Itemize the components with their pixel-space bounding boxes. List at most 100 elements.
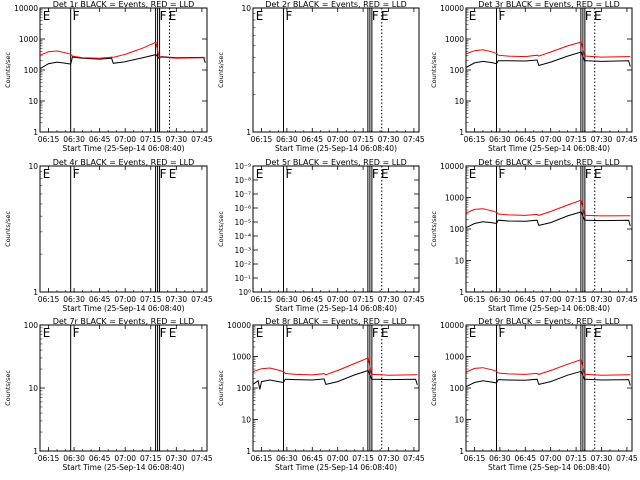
series-line-red: [465, 358, 631, 376]
marker-label-f: F: [73, 167, 80, 181]
y-tick-label: 10: [454, 97, 464, 106]
y-tick-label: 1000: [445, 353, 464, 362]
marker-label-f: F: [73, 326, 80, 340]
marker-label-f: F: [285, 9, 292, 23]
marker-label-e: E: [43, 9, 51, 23]
marker-label-e: E: [256, 9, 264, 23]
plot-frame: [39, 324, 208, 452]
x-tick-label: 06:30: [489, 295, 511, 304]
x-tick-label: 06:15: [38, 295, 60, 304]
x-tick-label: 06:30: [276, 135, 298, 144]
x-tick-label: 06:15: [464, 454, 486, 463]
marker-label-f: F: [372, 167, 379, 181]
marker-label-f: F: [160, 9, 167, 23]
series-line-black: [465, 211, 631, 229]
plot-frame: [252, 165, 420, 293]
y-tick-label: 10000: [440, 321, 464, 330]
series-line-black: [465, 370, 631, 388]
x-tick-label: 06:45: [89, 135, 111, 144]
y-axis-label: Counts/sec: [430, 370, 438, 406]
marker-label-e: E: [381, 9, 389, 23]
y-tick-label: 1000: [232, 353, 251, 362]
x-tick-label: 06:15: [38, 454, 60, 463]
marker-label-f: F: [585, 167, 592, 181]
series-line-black: [252, 369, 418, 390]
y-tick-label: 1: [459, 128, 464, 137]
series-line-red: [252, 357, 418, 376]
y-axis-label: Counts/sec: [217, 211, 225, 247]
marker-label-e: E: [594, 167, 602, 181]
marker-label-f: F: [372, 9, 379, 23]
x-tick-label: 06:15: [251, 454, 273, 463]
y-tick-label: 100: [24, 321, 39, 330]
x-tick-label: 07:30: [591, 135, 613, 144]
y-axis-label: Counts/sec: [217, 52, 225, 88]
y-axis-label: Counts/sec: [430, 52, 438, 88]
chart-title: Det 2r BLACK = Events, RED = LLD: [265, 0, 407, 9]
y-tick-label: 10: [454, 257, 464, 266]
x-tick-label: 07:15: [140, 295, 162, 304]
y-tick-label: 10⁻¹: [234, 274, 251, 283]
x-tick-label: 06:30: [276, 454, 298, 463]
x-tick-label: 07:00: [540, 295, 562, 304]
x-axis-label: Start Time (25-Sep-14 06:08:40): [63, 304, 185, 313]
y-tick-label: 1000: [19, 35, 38, 44]
y-tick-label: 10⁻⁷: [234, 190, 251, 199]
y-tick-label: 10000: [440, 4, 464, 13]
marker-label-f: F: [285, 167, 292, 181]
x-tick-label: 06:45: [301, 135, 323, 144]
y-tick-label: 10: [28, 384, 38, 393]
y-tick-label: 1: [459, 447, 464, 456]
x-tick-label: 06:15: [38, 135, 60, 144]
x-tick-label: 07:00: [327, 295, 349, 304]
y-tick-label: 1000: [445, 194, 464, 203]
marker-label-f: F: [585, 9, 592, 23]
chart-title: Det 4r BLACK = Events, RED = LLD: [53, 158, 195, 167]
x-tick-label: 07:45: [191, 454, 213, 463]
y-tick-label: 100: [237, 384, 252, 393]
x-axis-label: Start Time (25-Sep-14 06:08:40): [275, 144, 397, 153]
chart-title: Det 1r BLACK = Events, RED = LLD: [53, 0, 195, 9]
marker-label-e: E: [256, 326, 264, 340]
x-tick-label: 07:00: [114, 135, 136, 144]
x-tick-label: 06:45: [89, 295, 111, 304]
x-tick-label: 07:30: [166, 454, 188, 463]
plot-frame: [252, 7, 420, 133]
x-tick-label: 06:45: [514, 454, 536, 463]
marker-label-e: E: [169, 9, 177, 23]
x-tick-label: 07:15: [140, 135, 162, 144]
y-tick-label: 100: [450, 384, 465, 393]
plot-frame: [39, 7, 208, 133]
x-tick-label: 07:15: [352, 135, 374, 144]
series-line-red: [465, 199, 631, 217]
x-tick-label: 07:30: [378, 454, 400, 463]
x-tick-label: 06:45: [301, 295, 323, 304]
y-tick-label: 1: [246, 128, 251, 137]
y-tick-label: 10000: [227, 321, 251, 330]
y-tick-label: 10: [241, 416, 251, 425]
x-tick-label: 07:45: [403, 454, 425, 463]
chart-title: Det 3r BLACK = Events, RED = LLD: [478, 0, 620, 9]
marker-label-f: F: [372, 326, 379, 340]
y-tick-label: 10⁰: [238, 288, 251, 297]
x-tick-label: 07:15: [565, 454, 587, 463]
x-axis-label: Start Time (25-Sep-14 06:08:40): [275, 463, 397, 472]
x-tick-label: 07:15: [140, 454, 162, 463]
marker-label-f: F: [498, 326, 505, 340]
x-axis-label: Start Time (25-Sep-14 06:08:40): [63, 463, 185, 472]
y-tick-label: 10000: [14, 4, 38, 13]
y-tick-label: 1: [33, 447, 38, 456]
marker-label-e: E: [381, 326, 389, 340]
series-line-red: [465, 41, 631, 58]
x-tick-label: 06:45: [301, 454, 323, 463]
x-tick-label: 07:30: [166, 135, 188, 144]
x-tick-label: 07:45: [616, 295, 638, 304]
marker-label-f: F: [585, 326, 592, 340]
marker-label-e: E: [43, 326, 51, 340]
y-tick-label: 10⁻⁴: [234, 232, 251, 241]
marker-label-e: E: [469, 167, 477, 181]
x-axis-label: Start Time (25-Sep-14 06:08:40): [63, 144, 185, 153]
